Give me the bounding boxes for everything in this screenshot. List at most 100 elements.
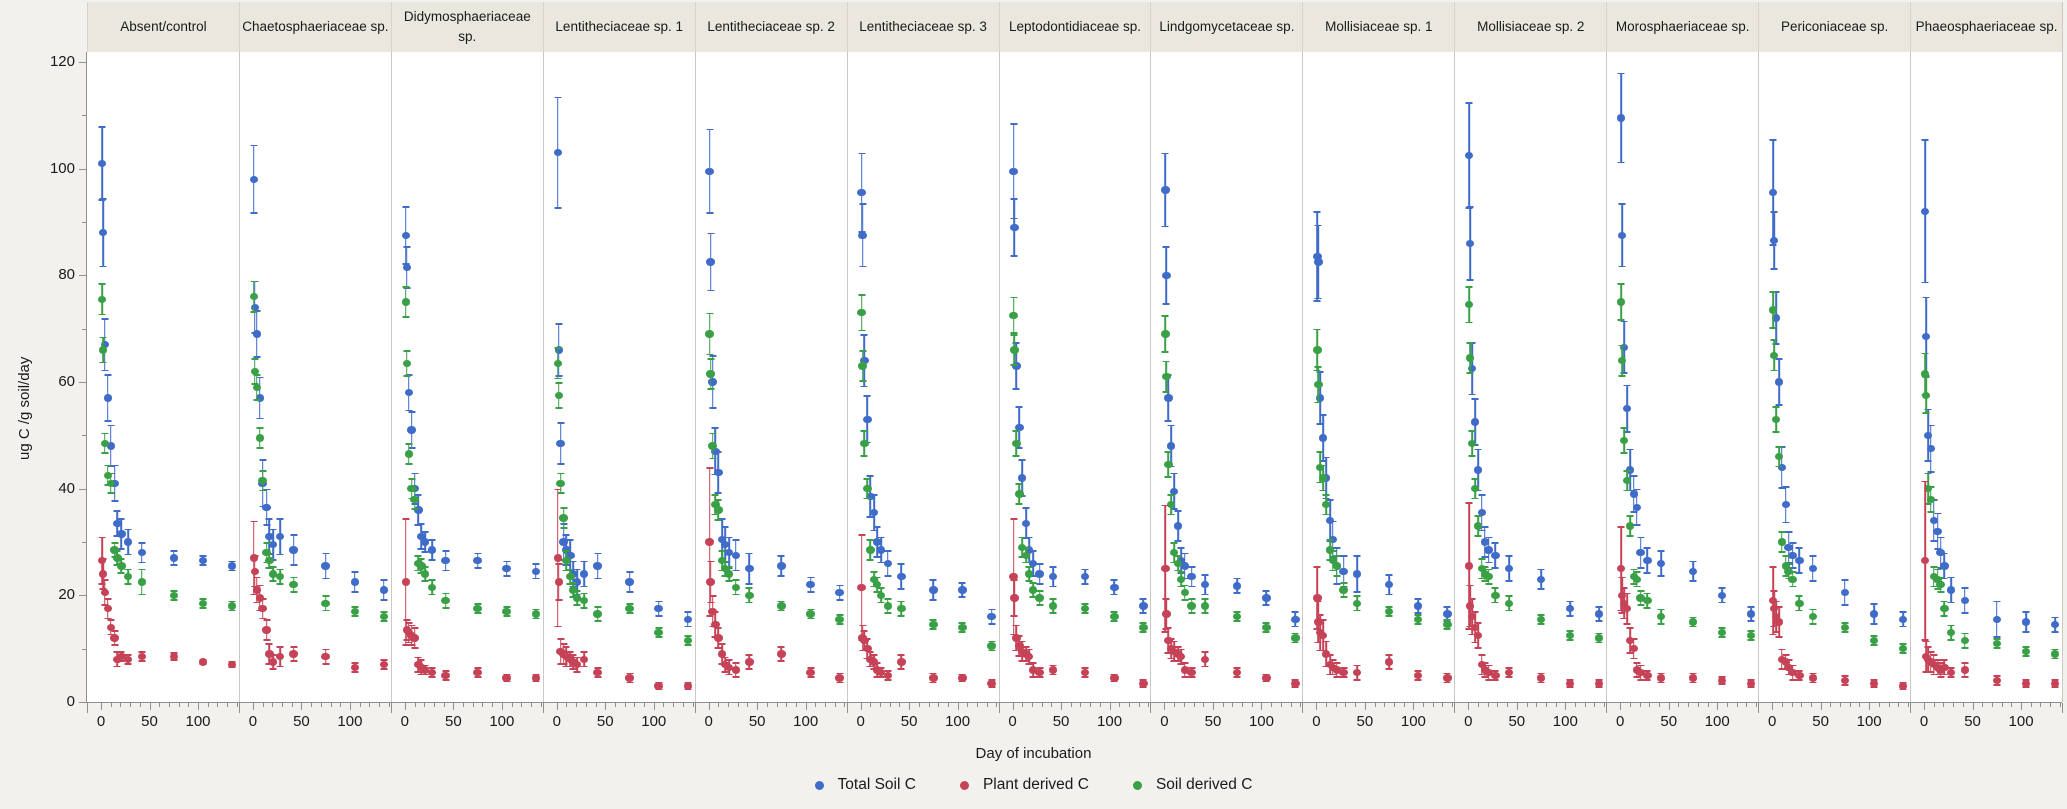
plant-derived-c-cap — [1961, 676, 1969, 678]
legend-dot-icon — [959, 780, 969, 790]
soil-derived-c-cap — [1637, 590, 1645, 592]
soil-derived-c-cap — [1566, 630, 1574, 632]
plant-derived-c-point — [1467, 612, 1477, 621]
total-soil-c-point — [1009, 167, 1018, 176]
soil-derived-c-cap — [1643, 592, 1651, 595]
total-soil-c-point — [1769, 236, 1779, 245]
soil-derived-c-cap — [557, 492, 565, 494]
soil-derived-c-cap — [554, 377, 562, 380]
plant-derived-c-point — [1049, 666, 1058, 674]
x-minor-tick — [282, 703, 284, 707]
soil-derived-c-cap — [569, 582, 577, 584]
soil-derived-c-point — [579, 596, 589, 605]
total-soil-c-cap — [1161, 225, 1169, 228]
x-tick-label: 50 — [1964, 713, 1981, 730]
x-minor-tick — [1031, 703, 1033, 707]
plant-derived-c-cap — [732, 662, 740, 664]
soil-derived-c-point — [113, 554, 122, 562]
x-major-tick — [1516, 703, 1518, 710]
total-soil-c-cap — [1899, 625, 1907, 628]
plant-derived-c-cap — [1689, 681, 1697, 684]
total-soil-c-cap — [870, 494, 878, 496]
total-soil-c-cap — [442, 569, 450, 572]
soil-derived-c-point — [1926, 495, 1936, 504]
plant-derived-c-cap — [580, 651, 588, 653]
soil-derived-c-point — [1164, 460, 1173, 469]
soil-derived-c-point — [255, 434, 264, 442]
total-soil-c-cap — [858, 152, 866, 155]
panel-separator — [694, 52, 696, 702]
soil-derived-c-cap — [859, 380, 867, 382]
soil-derived-c-cap — [1899, 652, 1907, 654]
plant-derived-c-cap — [442, 670, 450, 672]
plant-derived-c-point — [1015, 642, 1024, 650]
total-soil-c-cap — [1789, 567, 1797, 569]
x-minor-tick — [1791, 703, 1793, 707]
total-soil-c-cap — [380, 599, 388, 601]
soil-derived-c-cap — [706, 312, 714, 315]
plant-derived-c-cap — [626, 681, 634, 684]
x-tick-label: 50 — [1356, 713, 1374, 730]
soil-derived-c-cap — [655, 627, 663, 629]
plant-derived-c-cap — [1718, 683, 1726, 685]
total-soil-c-cap — [863, 395, 871, 397]
x-major-tick — [453, 703, 455, 710]
plant-derived-c-cap — [1770, 625, 1778, 628]
plant-derived-c-cap — [721, 656, 729, 659]
soil-derived-c-cap — [1747, 630, 1755, 632]
soil-derived-c-point — [1384, 607, 1394, 616]
soil-derived-c-point — [379, 612, 389, 621]
soil-derived-c-cap — [124, 568, 132, 571]
soil-derived-c-point — [683, 636, 692, 645]
soil-derived-c-point — [1169, 548, 1179, 557]
x-major-tick — [349, 703, 351, 710]
total-soil-c-cap — [929, 579, 937, 581]
x-minor-tick — [540, 703, 542, 707]
plant-derived-c-cap — [1049, 664, 1057, 667]
x-minor-tick — [1326, 703, 1328, 707]
soil-derived-c-point — [1314, 380, 1323, 389]
x-tick-label: 0 — [1616, 713, 1625, 730]
total-soil-c-point — [250, 303, 260, 312]
plant-derived-c-cap — [1617, 526, 1625, 528]
soil-derived-c-cap — [414, 555, 422, 557]
total-soil-c-point — [872, 538, 882, 546]
plant-derived-c-cap — [111, 644, 119, 646]
total-soil-c-point — [1536, 575, 1546, 584]
plant-derived-c-cap — [1162, 598, 1170, 600]
x-minor-tick — [624, 703, 626, 707]
soil-derived-c-cap — [1772, 406, 1780, 408]
soil-derived-c-cap — [1782, 575, 1790, 577]
total-soil-c-point — [417, 532, 426, 541]
total-soil-c-cap — [1747, 620, 1755, 622]
plant-derived-c-cap — [1930, 654, 1938, 656]
soil-derived-c-cap — [1049, 612, 1057, 614]
soil-derived-c-cap — [250, 280, 258, 283]
x-minor-tick — [2030, 703, 2032, 707]
soil-derived-c-cap — [1466, 372, 1474, 374]
legend-item: Plant derived C — [959, 776, 1089, 794]
total-soil-c-point — [1169, 487, 1179, 496]
total-soil-c-cap — [1465, 102, 1473, 104]
soil-derived-c-point — [1656, 612, 1666, 621]
plant-derived-c-cap — [836, 672, 844, 675]
panel-boundary-tick — [694, 703, 696, 713]
x-minor-tick — [1849, 703, 1851, 707]
plant-derived-c-cap — [408, 644, 416, 646]
soil-derived-c-cap — [554, 347, 562, 349]
plant-derived-c-cap — [1201, 665, 1209, 668]
x-minor-tick — [1604, 703, 1606, 707]
total-soil-c-cap — [1618, 265, 1626, 268]
soil-derived-c-cap — [1201, 598, 1209, 600]
total-soil-c-cap — [1018, 459, 1026, 461]
plant-derived-c-cap — [322, 663, 330, 665]
plant-derived-c-cap — [1775, 636, 1783, 638]
plant-derived-c-cap — [1769, 633, 1777, 636]
plant-derived-c-cap — [1018, 640, 1026, 643]
total-soil-c-cap — [1010, 123, 1017, 125]
x-minor-tick — [1374, 703, 1376, 707]
total-soil-c-cap — [1899, 611, 1907, 613]
x-major-tick — [860, 703, 862, 710]
plant-derived-c-cap — [555, 563, 563, 565]
soil-derived-c-point — [1625, 522, 1635, 530]
